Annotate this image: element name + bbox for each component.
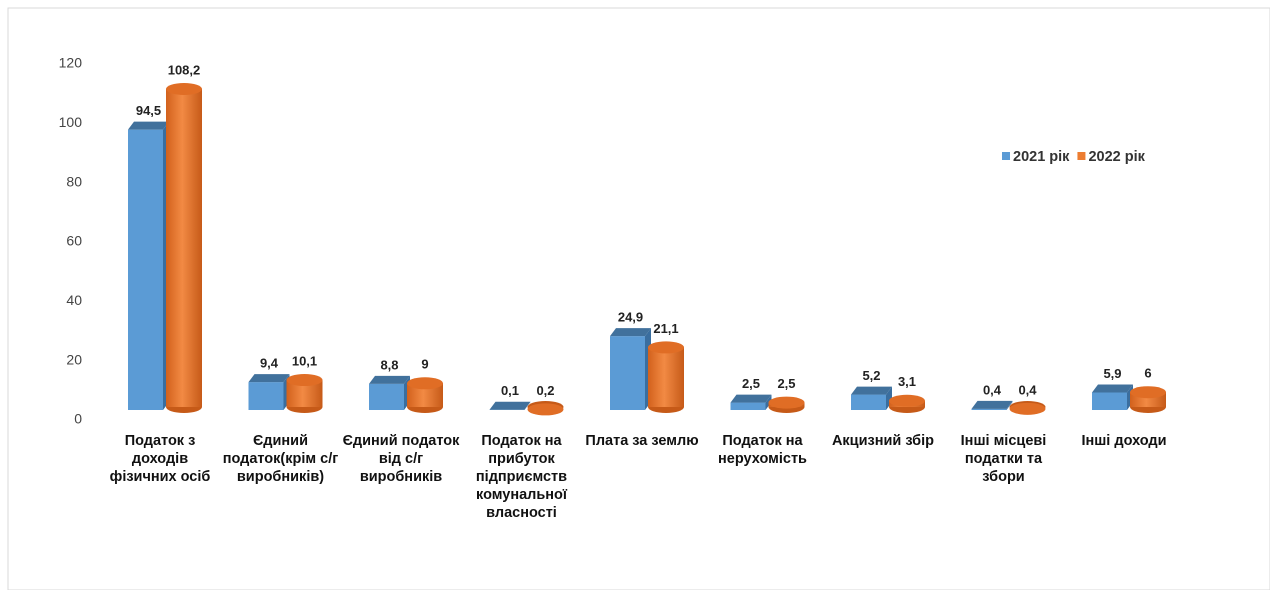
y-tick-label: 80	[66, 173, 82, 189]
bar-top	[369, 375, 410, 384]
bar	[610, 336, 645, 410]
x-tick-label: Податок з доходів фізичних осіб	[109, 433, 211, 485]
value-label: 2,5	[742, 376, 760, 391]
legend-swatch	[1002, 152, 1010, 160]
bar	[248, 382, 284, 410]
cylinder-top	[407, 377, 443, 390]
value-label: 94,5	[136, 103, 161, 118]
bar-top	[610, 328, 651, 337]
bar	[971, 408, 1007, 410]
value-label: 21,1	[653, 321, 678, 336]
y-tick-label: 0	[74, 411, 82, 427]
legend-swatch	[1077, 152, 1086, 160]
bar-side	[1006, 400, 1013, 410]
bar	[1092, 392, 1127, 410]
cylinder-top	[1130, 386, 1166, 399]
x-tick-label: Інші доходи	[1081, 433, 1167, 449]
y-tick-label: 120	[59, 55, 83, 71]
y-tick-label: 100	[59, 114, 83, 130]
bar	[166, 89, 202, 408]
bar	[407, 383, 443, 407]
bar-top	[971, 400, 1013, 409]
value-label: 0,1	[501, 383, 519, 398]
value-label: 10,1	[292, 353, 317, 368]
cylinder-top	[648, 341, 684, 354]
value-label: 5,2	[862, 368, 880, 383]
value-label: 5,9	[1103, 366, 1121, 381]
value-label: 9	[421, 357, 428, 372]
bar	[851, 394, 886, 410]
x-tick-label: Податок на нерухомість	[718, 433, 807, 467]
value-label: 24,9	[618, 310, 643, 325]
value-label: 2,5	[777, 376, 795, 391]
bar-top	[851, 386, 892, 395]
value-label: 0,2	[536, 383, 554, 398]
bar-top	[730, 394, 772, 403]
frame	[7, 7, 1270, 590]
value-label: 3,1	[898, 374, 916, 389]
cylinder-top	[286, 374, 323, 387]
y-tick-label: 40	[66, 292, 82, 308]
value-label: 0,4	[1018, 382, 1037, 397]
cylinder-top	[889, 394, 925, 407]
cylinder-top	[1009, 402, 1046, 415]
bar	[128, 129, 163, 410]
bar	[369, 383, 404, 410]
bar-top	[489, 401, 531, 410]
cylinder-top	[527, 403, 564, 416]
x-tick-label: Акцизний збір	[831, 433, 935, 449]
value-label: 0,4	[983, 382, 1002, 397]
legend-label: 2021 рік	[1013, 149, 1070, 165]
bar-top	[248, 374, 290, 383]
legend-label: 2022 рік	[1088, 149, 1145, 165]
x-tick-label: Плата за землю	[585, 433, 699, 449]
bar-top	[1092, 384, 1133, 393]
y-tick-label: 20	[66, 351, 82, 367]
bar	[648, 347, 684, 407]
y-tick-label: 60	[66, 233, 82, 249]
bar	[730, 402, 766, 410]
x-tick-label: Податок на прибуток підприємств комуналь…	[475, 433, 568, 521]
x-tick-label: Інші місцеві податки та збори	[960, 433, 1047, 485]
bar-side	[765, 394, 772, 410]
bar-side	[886, 386, 892, 410]
cylinder-top	[768, 396, 805, 409]
x-tick-label: Єдиний податок від с/г виробників	[342, 433, 460, 485]
value-label: 6	[1144, 366, 1151, 381]
cylinder-top	[166, 83, 202, 96]
bar-top	[128, 121, 169, 130]
x-tick-label: Єдиний податок(крім с/г виробників)	[222, 433, 339, 485]
value-label: 8,8	[380, 357, 398, 372]
bar-side	[524, 401, 531, 410]
value-label: 108,2	[168, 62, 201, 77]
value-label: 9,4	[260, 356, 279, 371]
